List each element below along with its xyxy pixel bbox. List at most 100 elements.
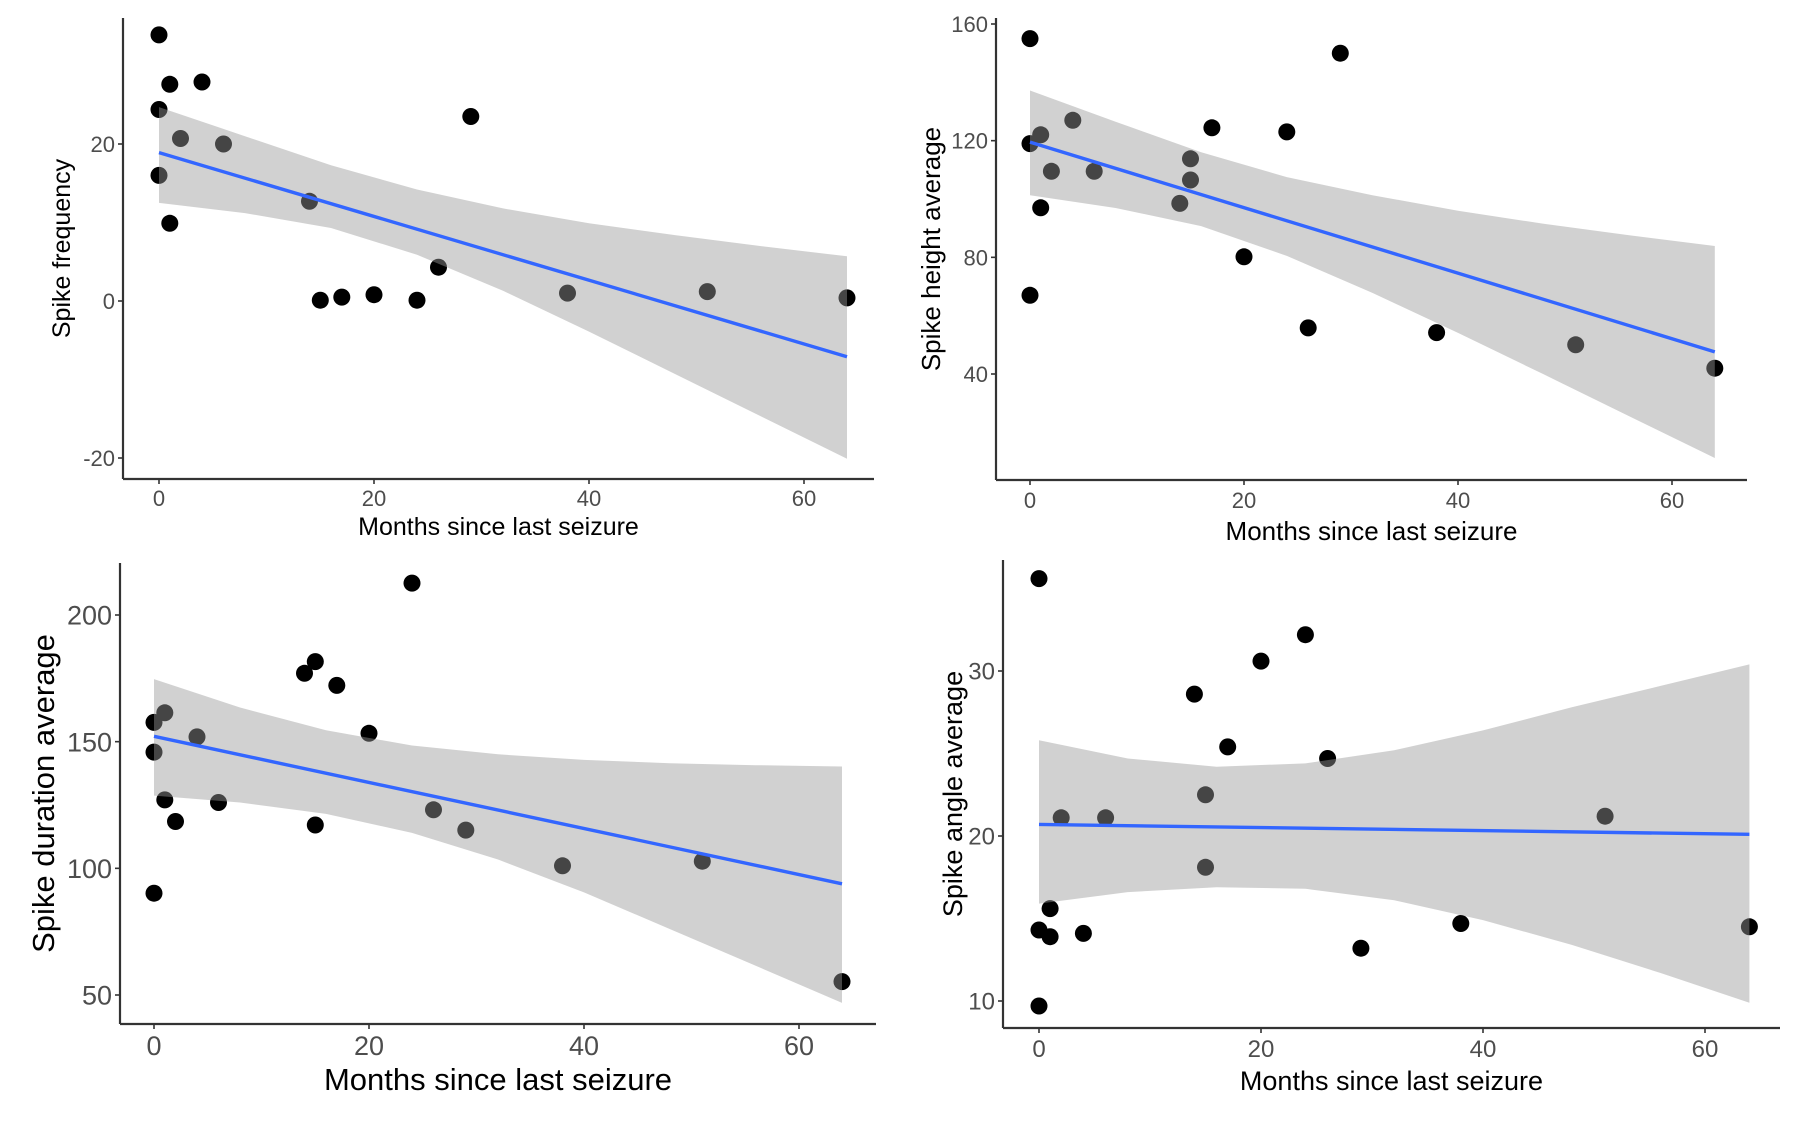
regression-line xyxy=(158,151,848,359)
points-layer xyxy=(145,574,851,991)
confidence-band-overlay xyxy=(159,107,847,459)
data-point xyxy=(554,857,571,875)
data-point xyxy=(1032,199,1050,217)
data-point xyxy=(559,284,576,302)
data-point xyxy=(1182,150,1199,168)
fit-line-layer xyxy=(158,151,848,359)
y-tick-label: 40 xyxy=(964,362,988,387)
axes-layer: 0 20 40 60 40 80 120 160 xyxy=(951,12,1747,513)
data-point xyxy=(1032,126,1050,144)
x-tick-label: 0 xyxy=(1032,1036,1045,1063)
data-point xyxy=(1740,918,1758,936)
data-point xyxy=(838,289,856,307)
x-tick-label: 20 xyxy=(1248,1036,1275,1063)
y-tick-label: 0 xyxy=(103,289,115,314)
data-point xyxy=(161,214,179,232)
data-point xyxy=(1203,119,1221,137)
y-tick-label: 80 xyxy=(964,245,988,270)
confidence-band-overlay xyxy=(154,679,842,1003)
data-point xyxy=(408,291,426,309)
data-point xyxy=(1085,162,1103,180)
data-point xyxy=(1319,750,1337,767)
data-point xyxy=(1235,248,1253,266)
confidence-band-overlay xyxy=(1030,90,1715,458)
data-point xyxy=(1021,286,1039,304)
regression-line xyxy=(1029,140,1716,354)
fit-line-layer xyxy=(1038,822,1750,837)
data-point xyxy=(1074,924,1092,942)
data-point xyxy=(150,26,168,44)
confidence-band xyxy=(1039,664,1750,1003)
x-tick-label: 20 xyxy=(354,1031,384,1061)
data-point xyxy=(1331,44,1349,62)
y-tick-label: 150 xyxy=(67,727,112,757)
data-point xyxy=(425,801,442,819)
regression-line xyxy=(1038,822,1750,837)
data-point xyxy=(1182,171,1199,189)
data-point xyxy=(1030,570,1048,588)
data-point xyxy=(1041,900,1059,918)
y-tick-label: 20 xyxy=(968,824,995,851)
data-point xyxy=(698,283,716,301)
y-tick-label: 10 xyxy=(968,989,995,1016)
data-point xyxy=(156,704,174,722)
data-point xyxy=(403,574,421,592)
y-tick-label: 20 xyxy=(91,132,115,157)
data-point xyxy=(161,75,179,93)
data-point xyxy=(188,728,206,746)
data-point xyxy=(693,852,711,870)
x-axis-title: Months since last seizure xyxy=(1226,516,1518,546)
panel-spike-height: 0 20 40 60 40 80 120 160 Months since last seiz… xyxy=(916,12,1747,546)
data-point xyxy=(1567,336,1585,354)
confidence-band xyxy=(154,679,842,1003)
data-point xyxy=(1278,123,1296,141)
data-point xyxy=(1296,626,1314,644)
data-point xyxy=(1185,685,1203,703)
x-tick-label: 20 xyxy=(362,486,386,511)
y-axis-title: Spike angle average xyxy=(938,671,968,917)
x-tick-label: 0 xyxy=(1024,488,1036,513)
axes-layer: 0 20 40 60 50 100 150 200 xyxy=(67,563,876,1061)
x-tick-label: 0 xyxy=(146,1031,161,1061)
x-tick-label: 60 xyxy=(1660,488,1684,513)
x-tick-label: 40 xyxy=(569,1031,599,1061)
data-point xyxy=(306,816,324,834)
y-tick-label: 200 xyxy=(67,601,112,631)
x-axis-title: Months since last seizure xyxy=(1240,1066,1543,1096)
data-point xyxy=(1352,939,1370,957)
data-point xyxy=(430,258,447,276)
axes-layer: 0 20 40 60 -20 0 20 xyxy=(83,18,874,511)
data-point xyxy=(1052,809,1070,827)
x-axis-title: Months since last seizure xyxy=(358,513,639,541)
data-point xyxy=(1252,652,1270,670)
confidence-band-overlay xyxy=(1039,664,1750,1003)
data-point xyxy=(193,73,211,91)
y-tick-label: -20 xyxy=(83,446,115,471)
data-point xyxy=(1219,738,1237,756)
data-point xyxy=(145,743,163,761)
data-point xyxy=(150,101,168,118)
x-axis-title: Months since last seizure xyxy=(324,1062,672,1097)
data-point xyxy=(306,653,324,671)
confidence-band xyxy=(159,107,847,459)
y-axis-title: Spike frequency xyxy=(48,158,76,338)
data-point xyxy=(210,794,227,811)
confidence-band xyxy=(1030,90,1715,458)
x-tick-label: 60 xyxy=(784,1031,814,1061)
x-tick-label: 40 xyxy=(1446,488,1470,513)
data-point xyxy=(1596,807,1614,825)
axes-layer: 0 20 40 60 10 20 30 xyxy=(968,560,1780,1063)
data-point xyxy=(1042,162,1060,180)
points-layer xyxy=(150,26,856,309)
panel-spike-duration: 0 20 40 60 50 100 150 200 Months since last sei… xyxy=(26,563,876,1097)
data-point xyxy=(167,813,184,830)
data-point xyxy=(1171,194,1189,212)
data-point xyxy=(156,791,174,809)
x-tick-label: 0 xyxy=(153,486,165,511)
y-tick-label: 100 xyxy=(67,854,112,884)
data-point xyxy=(1452,915,1470,932)
